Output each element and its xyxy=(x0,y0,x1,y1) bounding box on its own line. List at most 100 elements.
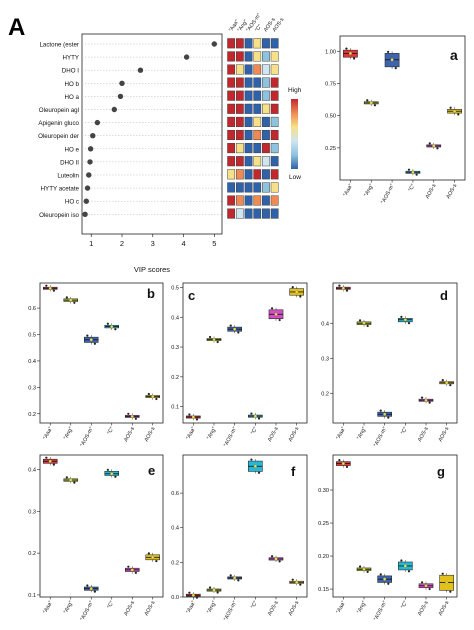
x-tick-label: AOS-s xyxy=(417,600,430,617)
mean-point xyxy=(362,321,366,325)
heatmap-cell xyxy=(262,208,270,219)
sample-point xyxy=(428,142,431,145)
sample-point xyxy=(407,570,411,573)
x-tick-label: AOS-s xyxy=(267,600,280,617)
x-tick-label: "Aaa" xyxy=(42,600,54,615)
x-tick-label: "Aaa" xyxy=(186,600,198,615)
panel-frame xyxy=(332,454,458,598)
heatmap-cell xyxy=(235,51,244,62)
y-tick-label: 0.5 xyxy=(28,333,36,339)
mean-point xyxy=(348,51,352,55)
heatmap-cell xyxy=(235,208,244,219)
x-tick-label: "Ang" xyxy=(363,183,375,198)
heatmap-cell xyxy=(227,64,236,75)
y-tick-label: 0.2 xyxy=(171,375,179,381)
heatmap-cell xyxy=(244,116,253,127)
heatmap-cell xyxy=(253,195,262,206)
panel-frame xyxy=(39,282,164,424)
legend-color-bar xyxy=(291,99,298,169)
heatmap-cell xyxy=(244,143,253,154)
heatmap-cell xyxy=(253,129,262,141)
mean-point xyxy=(151,395,155,399)
sample-point xyxy=(270,555,274,558)
sample-point xyxy=(345,465,349,468)
mean-point xyxy=(274,312,278,316)
x-tick-label: AOS-s xyxy=(144,600,157,617)
mean-point xyxy=(130,568,134,572)
sample-point xyxy=(379,573,382,576)
sample-point xyxy=(216,340,219,344)
heatmap-cell xyxy=(270,77,279,88)
heatmap-cell xyxy=(227,77,236,88)
heatmap-cell xyxy=(270,129,279,141)
panel-frame xyxy=(332,282,458,424)
heatmap-cell xyxy=(235,38,244,49)
panel-label: e xyxy=(148,463,155,478)
heatmap-cell xyxy=(270,51,279,62)
y-tick-label: 0.2 xyxy=(171,560,179,566)
heatmap-cell xyxy=(235,169,244,180)
x-tick-label: AOS-s xyxy=(446,183,459,200)
x-tick-label: AOS-s xyxy=(288,600,301,617)
vip-x-tick-label: 1 xyxy=(89,239,93,248)
x-tick-label: AOS-s xyxy=(425,183,438,200)
y-tick-label: 0.25 xyxy=(325,146,336,152)
sample-point xyxy=(449,590,452,593)
heatmap-cell xyxy=(262,51,270,62)
sample-point xyxy=(237,331,240,334)
vip-x-tick-label: 2 xyxy=(120,239,124,248)
panel-frame xyxy=(339,35,466,181)
heatmap-cell xyxy=(244,208,253,219)
heatmap-cell xyxy=(253,103,262,114)
sample-point xyxy=(147,392,150,396)
panel-label: b xyxy=(147,286,155,301)
heatmap-cell xyxy=(227,195,236,206)
vip-feature-label: HYTY xyxy=(62,55,79,62)
mean-point xyxy=(403,564,407,568)
mean-point xyxy=(212,338,216,342)
sample-point xyxy=(428,401,431,404)
heatmap-cell xyxy=(253,77,262,88)
vip-score-point xyxy=(94,119,101,126)
sample-point xyxy=(188,413,191,416)
sample-point xyxy=(338,459,341,462)
heatmap-cell xyxy=(262,64,270,75)
heatmap-cell xyxy=(227,143,236,154)
heatmap-cell xyxy=(235,90,244,101)
y-tick-label: 0.75 xyxy=(325,82,336,88)
sample-point xyxy=(338,284,341,287)
x-tick-label: "Aaa" xyxy=(343,183,355,198)
mean-point xyxy=(151,555,155,559)
vip-plot-frame xyxy=(81,33,223,235)
heatmap-cell xyxy=(235,129,244,141)
sample-point xyxy=(291,578,294,581)
vip-feature-label: Oleuropein der xyxy=(38,133,79,140)
x-tick-label: "Ang" xyxy=(206,600,218,615)
y-tick-label: 0.4 xyxy=(28,359,36,365)
sample-point xyxy=(155,397,158,401)
heatmap-cell xyxy=(262,129,270,141)
x-tick-label: "AOS-m" xyxy=(80,600,95,622)
x-tick-label: "Ang" xyxy=(356,426,368,441)
x-tick-label: AOS-s xyxy=(267,426,280,443)
sample-point xyxy=(366,570,369,573)
mean-point xyxy=(453,109,457,113)
mean-point xyxy=(341,286,345,290)
x-tick-label: "Ang" xyxy=(356,600,368,615)
heatmap-cell xyxy=(244,90,253,101)
vip-score-point xyxy=(82,211,88,217)
x-tick-label: "Aaa" xyxy=(186,426,198,441)
heatmap-cell xyxy=(270,156,279,167)
sample-point xyxy=(373,104,377,107)
mean-point xyxy=(341,462,345,466)
heatmap-cell xyxy=(270,195,279,206)
sample-point xyxy=(394,67,397,70)
sample-point xyxy=(366,324,369,328)
heatmap-cell xyxy=(253,143,262,154)
mean-point xyxy=(445,381,449,385)
heatmap-cell xyxy=(253,169,262,180)
y-tick-label: 0.4 xyxy=(171,526,179,532)
heatmap-cell xyxy=(244,38,253,49)
panel-label-A: A xyxy=(8,14,25,41)
